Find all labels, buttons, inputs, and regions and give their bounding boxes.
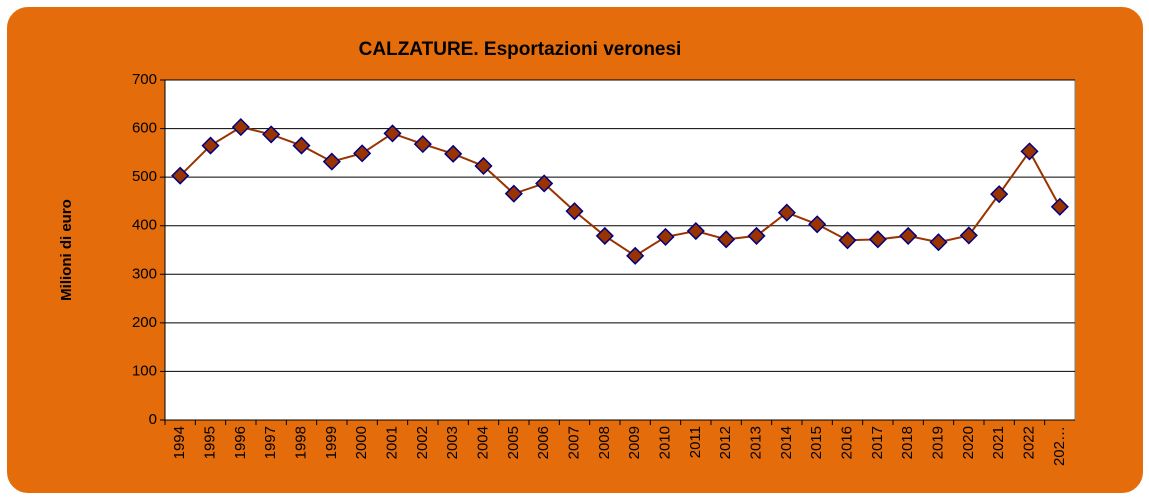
data-marker [201,136,220,155]
data-marker [322,152,341,171]
y-tick-label: 100 [132,362,157,379]
x-tick-label: 2014 [778,426,795,459]
data-marker [686,221,705,241]
data-marker [838,231,857,250]
data-marker [383,124,402,143]
data-marker [353,144,372,163]
x-tick-label: 2008 [596,426,613,459]
plot-area [164,79,1076,421]
x-tick-label: 2018 [899,426,916,459]
x-tick-label: 2011 [687,426,704,458]
data-marker [565,202,584,221]
data-marker [413,135,432,154]
data-marker [929,233,948,252]
x-tick-label: 2006 [535,426,552,459]
data-marker [504,184,523,203]
data-marker [474,156,493,176]
data-marker [747,226,766,245]
data-marker [231,118,250,137]
data-marker [535,174,554,193]
data-marker [899,226,918,245]
x-tick-label: 1994 [171,426,188,459]
x-tick-label: 2015 [808,426,825,459]
data-marker [808,215,827,234]
x-tick-label: 2012 [717,426,734,459]
data-marker [292,136,311,155]
x-tick-label: 2022 [1020,426,1037,459]
x-tick-label: 2009 [626,426,643,459]
x-tick-label: 1995 [201,426,218,459]
data-marker [777,203,796,222]
y-tick-label: 300 [132,265,157,282]
x-tick-label: 1999 [323,426,340,459]
x-tick-label: 2003 [444,426,461,459]
x-tick-label: 2010 [656,426,673,459]
data-marker [1050,197,1069,216]
x-tick-label: 2020 [960,426,977,459]
y-tick-label: 500 [132,168,157,185]
x-tick-label: 1996 [232,426,249,459]
data-marker [262,125,281,144]
x-tick-label: 1997 [262,426,279,459]
data-marker [1020,142,1039,161]
y-tick-label: 700 [132,71,157,88]
y-tick-label: 200 [132,314,157,331]
data-marker [868,230,887,249]
x-tick-label: 2004 [474,426,491,459]
x-tick-label: 2013 [747,426,764,459]
x-tick-label: 2002 [414,426,431,459]
y-tick-label: 0 [149,411,157,428]
data-marker [595,226,614,245]
data-marker [656,227,675,246]
data-marker [444,144,463,163]
x-tick-label: 1998 [292,426,309,459]
x-tick-label: 2016 [838,426,855,459]
data-marker [626,246,645,265]
data-marker [171,166,190,185]
y-axis-label: Milioni di euro [58,199,75,301]
y-tick-label: 600 [132,120,157,137]
data-marker [717,230,736,249]
x-tick-label: 2005 [505,426,522,459]
data-marker [990,185,1009,204]
x-tick-label: 2001 [383,426,400,459]
y-tick-label: 400 [132,217,157,234]
x-tick-label: 202… [1051,426,1068,466]
x-tick-label: 2017 [869,426,886,459]
x-tick-label: 2007 [565,426,582,459]
chart-title: CALZATURE. Esportazioni veronesi [359,39,682,60]
x-tick-label: 2021 [990,426,1007,459]
data-marker [959,226,978,245]
x-tick-label: 2000 [353,426,370,459]
x-tick-label: 2019 [929,426,946,459]
